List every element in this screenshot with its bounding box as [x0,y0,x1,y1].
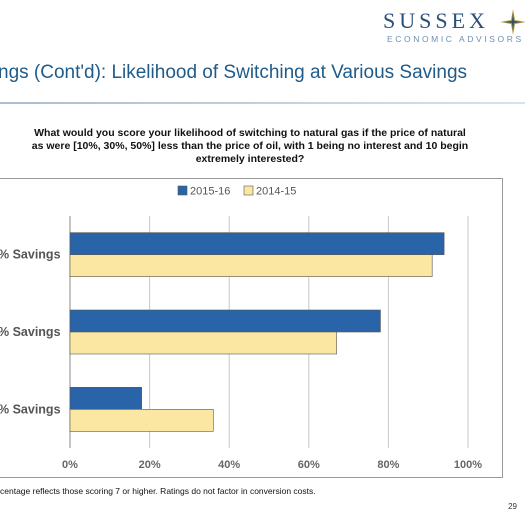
footnote: centage reflects those scoring 7 or high… [0,486,316,496]
legend-label: 2014-15 [256,186,296,198]
category-label: % Savings [0,248,61,262]
logo-wordmark: SUSSEX [383,8,489,33]
x-tick-label: 80% [377,459,399,471]
category-label: % Savings [0,402,61,416]
legend-label: 2015-16 [190,186,230,198]
x-tick-label: 60% [298,459,320,471]
bar-2015-16 [69,232,445,255]
x-tick-label: 20% [139,459,161,471]
question-line-1: What would you score your likelihood of … [34,127,466,139]
company-logo: SUSSEX ECONOMIC ADVISORS [375,8,525,46]
bar-2014-15 [69,254,433,277]
bar-2014-15 [69,331,337,355]
question-line-3: extremely interested? [195,153,305,165]
survey-question: What would you score your likelihood of … [0,127,500,166]
logo-tagline: ECONOMIC ADVISORS [387,34,524,44]
bar-2015-16 [69,387,142,410]
bar-2014-15 [69,409,214,432]
page-number: 29 [508,502,517,511]
question-line-2: as were [10%, 30%, 50%] less than the pr… [31,140,469,152]
legend-swatch [243,185,254,196]
legend-swatch [177,185,188,196]
slide-title: ngs (Cont'd): Likelihood of Switching at… [0,62,468,83]
bar-2015-16 [69,309,381,333]
x-tick-label: 100% [454,459,482,471]
category-label: % Savings [0,325,61,339]
x-tick-label: 40% [218,459,240,471]
compass-star-icon [500,9,525,35]
x-tick-label: 0% [62,459,78,471]
savings-bar-chart: 0% 20% 40% 60% 80% 100% % Savings % Savings % Sa… [0,185,482,472]
title-divider [0,102,525,104]
